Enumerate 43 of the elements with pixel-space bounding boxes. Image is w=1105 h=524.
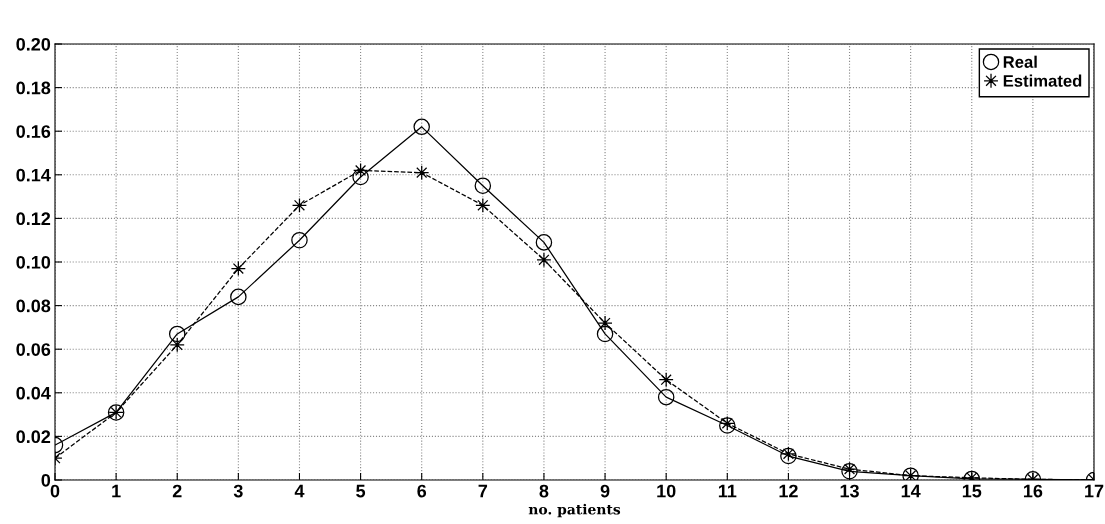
y-tick-label: 0.06 — [16, 343, 51, 356]
legend-label: Estimated — [1003, 74, 1082, 87]
x-tick-label: 16 — [1023, 484, 1043, 498]
x-tick-label: 17 — [1085, 484, 1104, 498]
y-tick-label: 0.08 — [16, 299, 51, 313]
x-tick-label: 8 — [539, 484, 549, 498]
y-tick-label: 0.20 — [16, 37, 51, 51]
legend-label: Real — [1003, 55, 1037, 68]
x-tick-label: 11 — [718, 484, 737, 498]
point — [168, 325, 186, 343]
point — [657, 388, 675, 406]
x-tick-label: 13 — [840, 484, 859, 498]
x-tick-label: 2 — [172, 484, 182, 498]
y-tick-label: 0.16 — [16, 125, 51, 138]
x-tick-label: 10 — [657, 484, 676, 498]
x-tick-label: 14 — [901, 484, 921, 498]
x-tick-label: 9 — [600, 484, 610, 498]
point — [474, 177, 492, 194]
point — [291, 231, 308, 249]
point — [597, 315, 613, 331]
y-tick-label: 0.04 — [16, 386, 51, 400]
y-tick-label: 0.18 — [16, 81, 51, 95]
x-tick-label: 1 — [112, 484, 121, 498]
x-tick-label: 12 — [779, 484, 798, 498]
y-tick-label: 0.02 — [16, 430, 51, 444]
x-tick-label: 7 — [478, 484, 488, 498]
point — [230, 288, 247, 306]
point — [352, 168, 369, 186]
y-tick-label: 0.10 — [16, 255, 51, 269]
x-tick-label: 6 — [417, 484, 427, 498]
point — [413, 118, 430, 136]
x-tick-label: 4 — [294, 484, 305, 498]
x-tick-label: 15 — [962, 484, 982, 498]
x-tick-label: 5 — [356, 484, 366, 498]
point — [535, 234, 553, 251]
point — [536, 252, 552, 268]
x-axis-title: no. patients — [528, 503, 621, 518]
y-tick-label: 0.14 — [16, 168, 51, 182]
point — [596, 325, 614, 343]
x-tick-label: 0 — [50, 484, 60, 498]
y-tick-label: 0.12 — [16, 212, 51, 226]
y-tick-label: 0 — [41, 473, 51, 487]
x-tick-label: 3 — [233, 484, 243, 498]
